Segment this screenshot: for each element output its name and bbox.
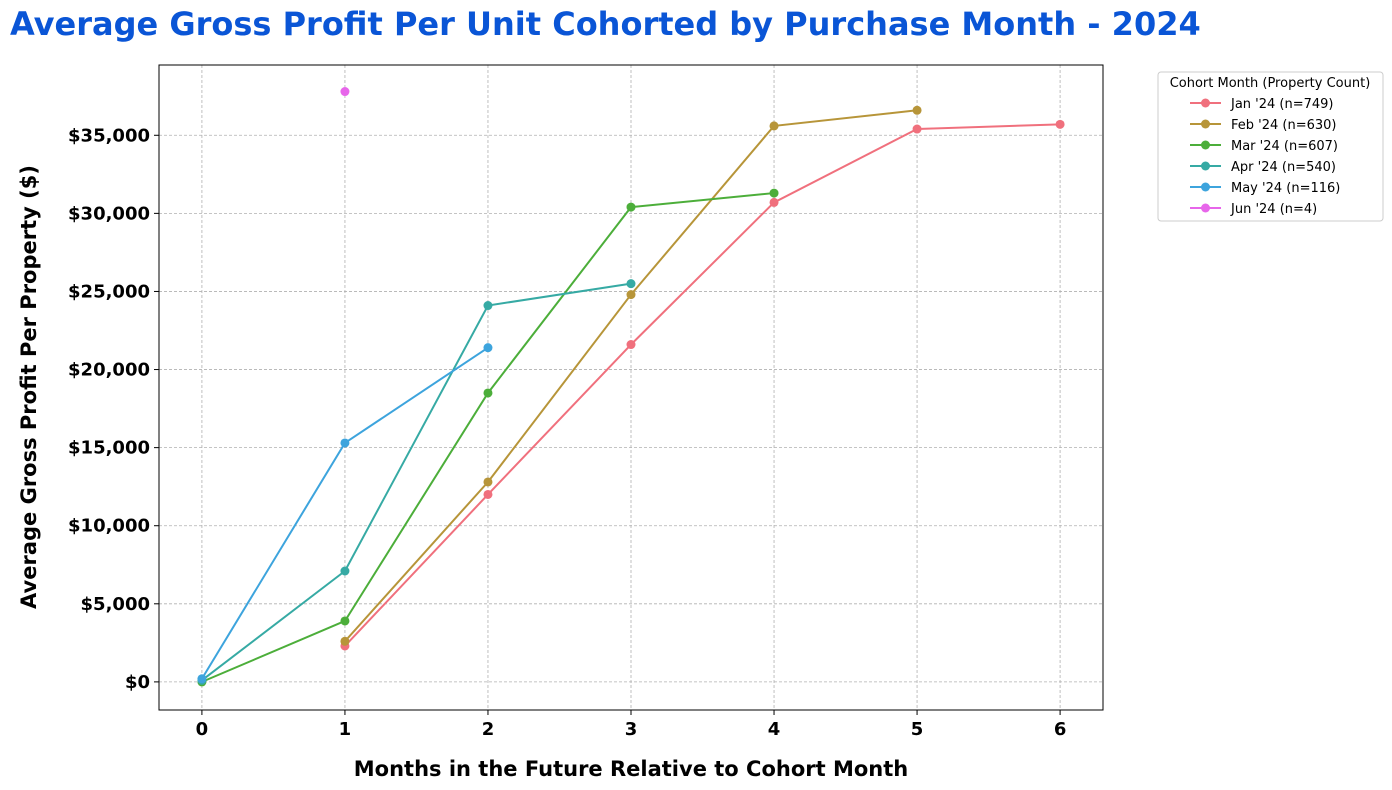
data-point [1055,119,1065,129]
legend-marker [1201,119,1210,129]
data-point [626,279,636,289]
legend-entry: Apr '24 (n=540) [1190,160,1336,175]
legend-label: Jun '24 (n=4) [1230,202,1317,217]
legend-marker [1201,182,1210,192]
data-point [340,636,350,646]
x-tick-label: 1 [339,719,352,740]
data-point [483,343,493,353]
data-point [340,616,350,626]
x-tick-label: 0 [196,719,209,740]
data-point [197,674,207,684]
legend-label: Jan '24 (n=749) [1230,97,1334,112]
series-4 [197,343,493,684]
legend-label: Apr '24 (n=540) [1231,160,1336,175]
y-tick-label: $0 [125,672,150,693]
data-point [912,105,922,115]
data-point [769,188,779,198]
y-axis-label: Average Gross Profit Per Property ($) [17,165,41,609]
legend-marker [1201,203,1210,213]
grid-layer [159,65,1103,710]
data-point [340,566,350,576]
data-point [483,489,493,499]
series-5 [340,87,350,97]
x-tick-label: 6 [1054,719,1067,740]
legend-marker [1201,140,1210,150]
axis-layer: 0 1 2 3 4 5 6 $0 $5,000 $10,000 $15,000 $20,000 $25,… [68,125,1066,740]
x-tick-label: 3 [625,719,638,740]
data-point [483,388,493,398]
data-point [626,340,636,350]
y-tick-label: $5,000 [81,594,150,615]
legend-entry: May '24 (n=116) [1190,181,1340,196]
data-point [769,121,779,131]
series-layer [197,87,1065,687]
y-tick-label: $10,000 [68,516,150,537]
legend-label: May '24 (n=116) [1231,181,1340,196]
series-0 [340,119,1065,651]
y-tick-label: $25,000 [68,281,150,302]
legend-entry: Jan '24 (n=749) [1190,97,1334,112]
series-line [344,123,1061,647]
legend: Cohort Month (Property Count) Jan '24 (n… [1157,71,1384,222]
x-tick-label: 5 [911,719,924,740]
legend-title: Cohort Month (Property Count) [1170,76,1371,91]
legend-entries: Jan '24 (n=749) Feb '24 (n=630) Mar '24 (n… [1190,97,1340,217]
y-tick-label: $35,000 [68,125,150,146]
y-tick-label: $30,000 [68,203,150,224]
y-tick-label: $20,000 [68,360,150,381]
chart-title: Average Gross Profit Per Unit Cohorted b… [10,5,1201,43]
series-line [201,282,632,682]
series-1 [340,105,922,646]
data-point [912,124,922,134]
data-point [626,290,636,300]
data-point [483,301,493,311]
x-tick-label: 4 [768,719,781,740]
data-point [483,477,493,487]
legend-entry: Jun '24 (n=4) [1190,202,1317,217]
data-point [769,197,779,207]
data-point [340,438,350,448]
legend-label: Mar '24 (n=607) [1231,139,1338,154]
legend-entry: Mar '24 (n=607) [1190,139,1338,154]
data-point [626,202,636,212]
legend-frame [1157,71,1384,222]
data-point [340,87,350,97]
x-tick-label: 2 [482,719,495,740]
legend-marker [1201,161,1210,171]
legend-marker [1201,98,1210,108]
x-axis-label: Months in the Future Relative to Cohort … [354,757,908,781]
legend-entry: Feb '24 (n=630) [1190,118,1337,133]
series-3 [197,279,636,685]
legend-label: Feb '24 (n=630) [1231,118,1337,133]
y-tick-label: $15,000 [68,438,150,459]
